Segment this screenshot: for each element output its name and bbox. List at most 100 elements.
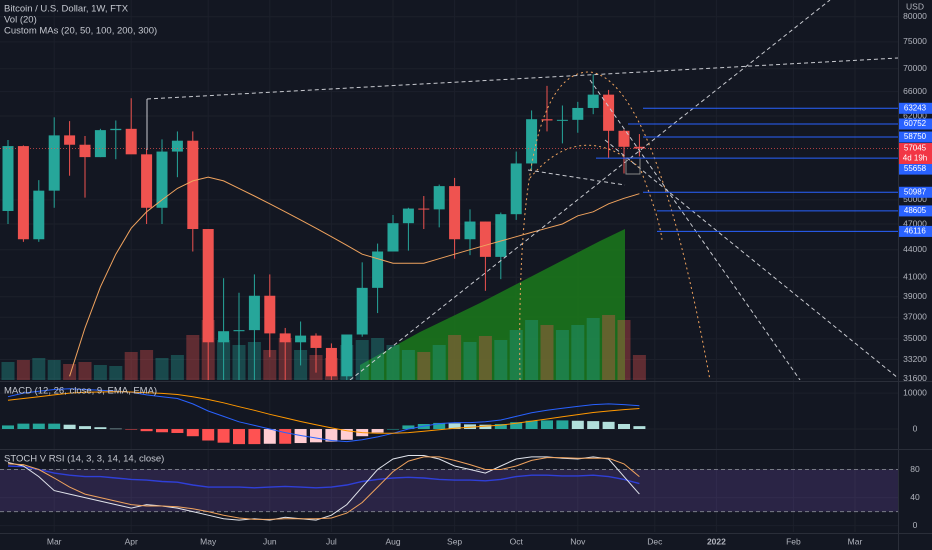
indicator-area bbox=[360, 229, 625, 380]
macd-histogram-bar bbox=[233, 429, 245, 445]
candle-body bbox=[556, 119, 568, 121]
y-tick-label: 66000 bbox=[903, 86, 927, 96]
x-tick-label: Sep bbox=[447, 536, 462, 546]
candle-body bbox=[187, 140, 199, 230]
macd-histogram-bar bbox=[510, 422, 523, 430]
y-tick-label: 44000 bbox=[903, 244, 927, 254]
macd-tick-label: 0 bbox=[913, 423, 918, 433]
macd-histogram-bar bbox=[109, 428, 122, 430]
macd-histogram-bar bbox=[171, 429, 184, 433]
candle-body bbox=[310, 335, 322, 348]
macd-histogram-bar bbox=[17, 423, 30, 430]
level-label: 50987 bbox=[904, 187, 927, 196]
x-tick-label: Mar bbox=[47, 536, 62, 546]
arc bbox=[519, 71, 711, 380]
macd-histogram-bar bbox=[186, 429, 199, 437]
candle-body bbox=[202, 229, 214, 343]
macd-histogram-bar bbox=[479, 424, 492, 430]
last-price-tag bbox=[899, 143, 932, 165]
volume-bar bbox=[463, 342, 477, 380]
candle-body bbox=[572, 107, 584, 120]
y-tick-label: 33200 bbox=[903, 354, 927, 364]
macd-pane bbox=[2, 388, 646, 445]
candle-body bbox=[495, 214, 507, 257]
volume-bar bbox=[386, 345, 400, 380]
macd-histogram-bar bbox=[618, 423, 630, 430]
volume-bar bbox=[78, 362, 92, 380]
volume-bar bbox=[632, 355, 646, 380]
x-tick-label: 2022 bbox=[707, 536, 726, 546]
candle-body bbox=[510, 163, 522, 215]
x-tick-label: Aug bbox=[385, 536, 400, 546]
candle-body bbox=[94, 130, 106, 158]
candle-body bbox=[479, 221, 491, 257]
stoch-pane bbox=[0, 455, 898, 521]
y-tick-label: 62000 bbox=[903, 110, 927, 120]
level-tag bbox=[899, 131, 932, 143]
countdown-label: 4d 19h bbox=[903, 154, 927, 163]
last-price-label: 57045 bbox=[904, 144, 927, 153]
candle-body bbox=[125, 128, 137, 155]
chart-title: Bitcoin / U.S. Dollar, 1W, FTX bbox=[4, 4, 129, 15]
macd-tick-label: 10000 bbox=[903, 387, 927, 397]
volume-bar bbox=[509, 330, 523, 380]
volume-bar bbox=[140, 350, 154, 380]
currency-label: USD bbox=[906, 1, 924, 11]
macd-histogram-bar bbox=[340, 429, 353, 440]
macd-histogram-bar bbox=[448, 423, 461, 430]
level-tag bbox=[899, 225, 932, 237]
stoch-tick-label: 0 bbox=[913, 520, 918, 530]
macd-histogram-bar bbox=[294, 429, 307, 444]
moving-average bbox=[69, 176, 640, 377]
macd-histogram-bar bbox=[202, 429, 215, 441]
volume-bar bbox=[93, 365, 107, 380]
level-tag bbox=[899, 102, 932, 114]
candle-body bbox=[33, 190, 45, 240]
volume-bar bbox=[448, 335, 462, 380]
macd-histogram-bar bbox=[48, 423, 61, 430]
macd-histogram-bar bbox=[156, 429, 168, 433]
candle-body bbox=[587, 94, 599, 108]
stoch-tick-label: 80 bbox=[910, 464, 920, 474]
candle-body bbox=[356, 287, 368, 335]
x-tick-label: Apr bbox=[125, 536, 138, 546]
volume-bar bbox=[186, 335, 200, 380]
macd-histogram-bar bbox=[602, 421, 615, 430]
y-tick-label: 39000 bbox=[903, 291, 927, 301]
x-tick-label: Mar bbox=[848, 536, 863, 546]
volume-bar bbox=[602, 315, 616, 380]
level-tag bbox=[899, 205, 932, 217]
volume-bar bbox=[478, 336, 492, 380]
y-tick-label: 80000 bbox=[903, 11, 927, 21]
candle-body bbox=[603, 94, 615, 131]
axes: 80000 75000 70000 66000 62000 50000 47000 44000… bbox=[47, 11, 932, 546]
candle-body bbox=[325, 347, 337, 377]
macd-histogram-bar bbox=[140, 429, 153, 432]
macd-histogram-bar bbox=[310, 429, 322, 443]
candle-body bbox=[64, 135, 76, 145]
level-label: 48605 bbox=[904, 206, 927, 215]
y-tick-label: 70000 bbox=[903, 63, 927, 73]
level-tag bbox=[899, 163, 932, 175]
macd-histogram-bar bbox=[433, 422, 446, 430]
candle-body bbox=[449, 186, 461, 240]
candle-body bbox=[79, 144, 91, 158]
macd-histogram-bar bbox=[633, 426, 646, 430]
candle-body bbox=[387, 223, 399, 252]
trend-line bbox=[146, 57, 898, 100]
level-tag bbox=[899, 186, 932, 198]
macd-histogram-bar bbox=[125, 429, 138, 430]
candle-body bbox=[295, 335, 307, 343]
candle-body bbox=[171, 140, 183, 152]
macd-histogram-bar bbox=[387, 429, 399, 430]
macd-histogram-bar bbox=[79, 426, 91, 430]
arc bbox=[529, 144, 663, 241]
candle-body bbox=[156, 151, 168, 208]
x-tick-label: Dec bbox=[647, 536, 663, 546]
candle-body bbox=[541, 119, 553, 121]
x-tick-label: Jul bbox=[326, 536, 337, 546]
level-tag bbox=[899, 118, 932, 130]
volume-bar bbox=[371, 338, 385, 380]
x-tick-label: Feb bbox=[786, 536, 801, 546]
